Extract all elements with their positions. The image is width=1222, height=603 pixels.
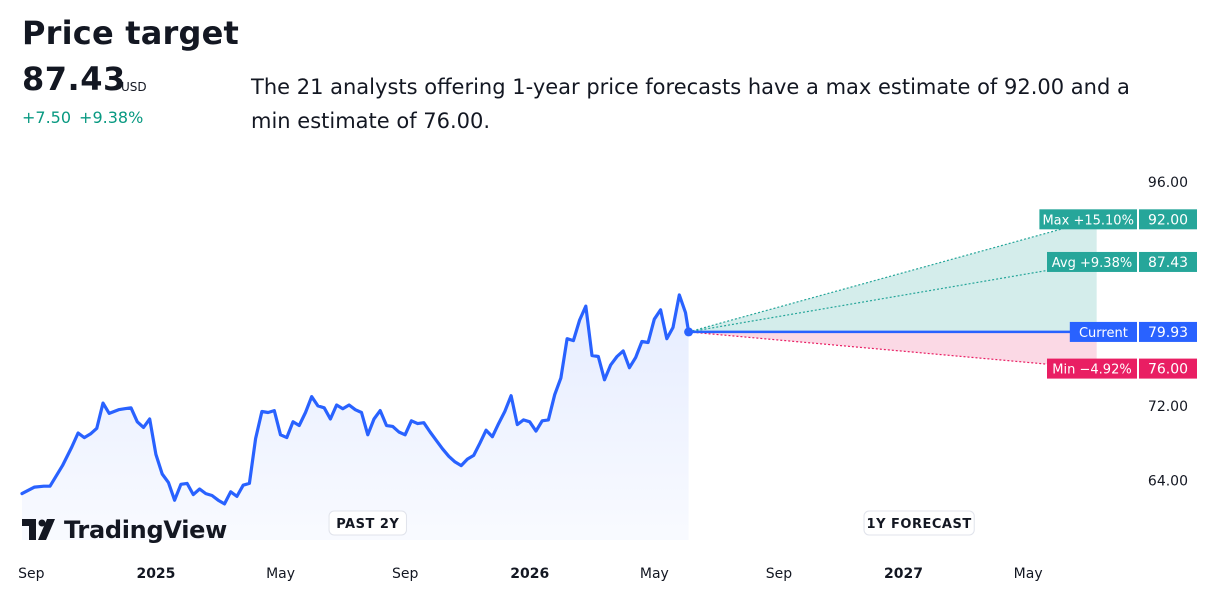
currency-label: USD <box>121 80 147 94</box>
forecast-description: The 21 analysts offering 1-year price fo… <box>251 75 1130 133</box>
y-axis-tick-label: 72.00 <box>1148 399 1188 415</box>
current-price-point <box>684 327 694 337</box>
forecast-line-avg <box>688 261 1097 333</box>
x-axis-tick-label: 2027 <box>884 566 923 582</box>
section-label-past: PAST 2Y <box>336 517 399 532</box>
x-axis-tick-label: May <box>266 566 295 582</box>
page-title: Price target <box>22 14 239 52</box>
current-label-value: 79.93 <box>1148 325 1188 341</box>
change-percent: +9.38% <box>79 108 144 127</box>
forecast-label-avg-name: Avg +9.38% <box>1052 256 1132 271</box>
current-label-name-bg <box>1069 321 1137 342</box>
forecast-label-max-name-bg <box>1039 209 1137 230</box>
tradingview-logo-icon <box>22 519 55 540</box>
forecast-label-avg-value-bg <box>1139 251 1197 272</box>
price-history-line <box>20 293 691 506</box>
forecast-label-max-value: 92.00 <box>1148 212 1188 228</box>
forecast-line-max <box>688 218 1097 333</box>
price-change: +7.50 +9.38% <box>22 108 151 127</box>
section-label-past-bg <box>328 510 407 536</box>
tradingview-logo: TradingView <box>22 516 227 544</box>
forecast-label-min-value-bg <box>1139 358 1197 379</box>
y-axis-tick-label: 64.00 <box>1148 474 1188 490</box>
current-label-name: Current <box>1079 326 1128 341</box>
section-label-forecast: 1Y FORECAST <box>867 517 972 532</box>
x-axis-tick-label: May <box>640 566 669 582</box>
x-axis-tick-label: May <box>1014 566 1043 582</box>
forecast-label-max-value-bg <box>1139 209 1197 230</box>
forecast-label-avg-name-bg <box>1047 251 1137 272</box>
x-axis-tick-label: 2026 <box>510 566 549 582</box>
x-axis-tick-label: 2025 <box>136 566 175 582</box>
forecast-label-min-value: 76.00 <box>1148 362 1188 378</box>
change-absolute: +7.50 <box>22 108 72 127</box>
forecast-label-min-name: Min −4.92% <box>1052 363 1131 378</box>
forecast-line-min <box>688 331 1097 370</box>
x-axis-tick-label: Sep <box>392 566 419 582</box>
tradingview-logo-text: TradingView <box>64 516 227 544</box>
current-label-value-bg <box>1139 321 1197 342</box>
y-axis-tick-label: 96.00 <box>1148 175 1188 191</box>
forecast-label-min-name-bg <box>1047 358 1137 379</box>
target-price: 87.43 <box>22 60 126 98</box>
x-axis-tick-label: Sep <box>18 566 45 582</box>
section-label-forecast-bg <box>863 510 975 536</box>
forecast-label-max-name: Max +15.10% <box>1042 213 1133 228</box>
forecast-label-avg-value: 87.43 <box>1148 255 1188 271</box>
x-axis-tick-label: Sep <box>766 566 793 582</box>
history-area <box>22 294 689 540</box>
